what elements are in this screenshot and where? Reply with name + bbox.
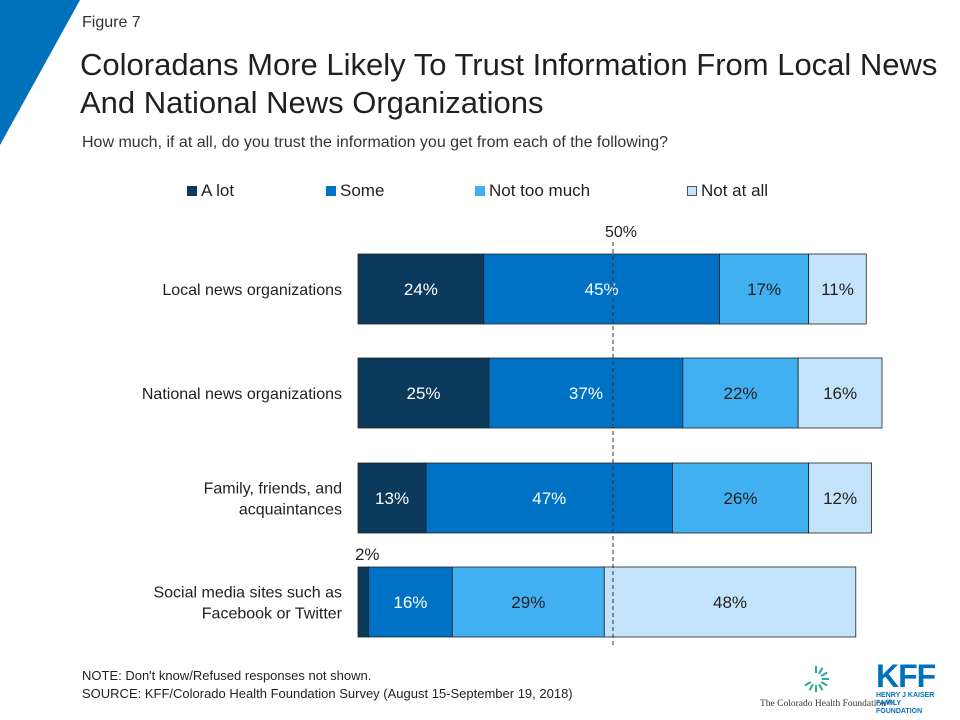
data-label-a-lot-4: 2% xyxy=(355,545,380,564)
data-label-not-at-all-4: 48% xyxy=(713,593,747,612)
kff-line-2: FAMILY FOUNDATION xyxy=(876,700,923,715)
bar-some-3 xyxy=(425,462,673,534)
data-label-not-too-much-4: 29% xyxy=(511,593,545,612)
legend-swatch-not-too-much xyxy=(475,186,485,196)
category-label-4: Social media sites such as Facebook or Tw… xyxy=(153,585,342,623)
bar-a-lot-4 xyxy=(357,566,369,638)
legend-swatch-some xyxy=(326,186,336,196)
data-label-not-at-all-1: 11% xyxy=(821,280,854,299)
legend-item-a-lot: A lot xyxy=(187,180,234,202)
bar-not-at-all-2 xyxy=(797,357,883,429)
legend-item-not-too-much: Not too much xyxy=(475,180,590,202)
category-label-2: National news organizations xyxy=(142,386,342,403)
colorado-health-foundation-logo: The Colorado Health Foundation™ xyxy=(760,664,896,709)
bar-a-lot-3 xyxy=(357,462,427,534)
kff-logo: KFF HENRY J KAISER FAMILY FOUNDATION xyxy=(876,660,948,716)
legend-swatch-a-lot xyxy=(187,186,197,196)
data-label-not-too-much-3: 26% xyxy=(724,489,758,508)
bar-not-too-much-4 xyxy=(451,566,605,638)
data-label-not-too-much-1: 17% xyxy=(747,280,781,299)
category-label-1: Local news organizations xyxy=(162,282,342,299)
footnote: NOTE: Don't know/Refused responses not s… xyxy=(82,667,573,703)
bar-some-1 xyxy=(483,253,720,325)
corner-accent-shape xyxy=(0,0,80,145)
category-label-3: Family, friends, and acquaintances xyxy=(204,481,342,519)
data-label-not-too-much-2: 22% xyxy=(724,384,758,403)
note-text: NOTE: Don't know/Refused responses not s… xyxy=(82,668,372,683)
bar-a-lot-1 xyxy=(357,253,485,325)
bar-not-at-all-1 xyxy=(808,253,867,325)
data-label-a-lot-1: 24% xyxy=(404,280,438,299)
legend-label-some: Some xyxy=(340,181,385,200)
page-subtitle: How much, if at all, do you trust the in… xyxy=(82,134,669,151)
bar-some-2 xyxy=(488,357,684,429)
figure-label: Figure 7 xyxy=(82,14,141,31)
legend-item-some: Some xyxy=(326,180,384,202)
bar-not-too-much-3 xyxy=(672,462,810,534)
data-label-a-lot-3: 13% xyxy=(375,489,409,508)
legend-label-not-at-all: Not at all xyxy=(701,181,769,200)
legend-item-not-at-all: Not at all xyxy=(687,180,768,202)
bar-a-lot-2 xyxy=(357,357,490,429)
data-label-a-lot-2: 25% xyxy=(406,384,440,403)
source-text: SOURCE: KFF/Colorado Health Foundation S… xyxy=(82,686,573,701)
data-label-not-at-all-3: 12% xyxy=(823,489,857,508)
chart-legend: A lot Some Not too much Not at all xyxy=(0,180,960,202)
data-label-some-4: 16% xyxy=(393,593,427,612)
stacked-bar-chart: Local news organizations 24% 45% 17% 11% Nati… xyxy=(142,224,883,645)
reference-line-label: 50% xyxy=(605,224,637,241)
kff-line-1: HENRY J KAISER xyxy=(876,692,935,699)
data-label-some-1: 45% xyxy=(585,280,619,299)
chf-name: The Colorado Health Foundation™ xyxy=(760,699,896,709)
legend-label-a-lot: A lot xyxy=(201,181,235,200)
data-label-not-at-all-2: 16% xyxy=(823,384,857,403)
bar-not-at-all-3 xyxy=(808,462,872,534)
bar-not-at-all-4 xyxy=(603,566,857,638)
legend-swatch-not-at-all xyxy=(687,186,697,196)
sunburst-icon xyxy=(804,666,829,692)
page-title: Coloradans More Likely To Trust Informat… xyxy=(80,47,938,120)
bar-not-too-much-1 xyxy=(719,253,810,325)
bar-not-too-much-2 xyxy=(682,357,799,429)
legend-label-not-too-much: Not too much xyxy=(489,181,591,200)
bar-some-4 xyxy=(368,566,453,638)
kff-letters: KFF xyxy=(876,658,936,694)
data-label-some-3: 47% xyxy=(532,489,566,508)
data-label-some-2: 37% xyxy=(569,384,603,403)
